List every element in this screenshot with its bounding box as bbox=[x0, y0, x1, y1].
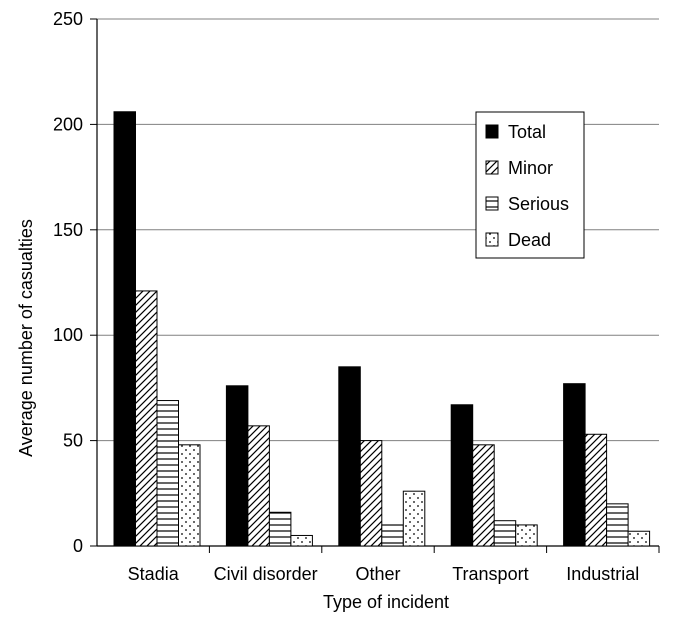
legend-swatch-serious bbox=[485, 196, 499, 211]
legend-label-total: Total bbox=[508, 122, 546, 142]
legend-swatch-total bbox=[485, 124, 499, 139]
legend: Total Minor Serious Dead bbox=[475, 111, 585, 259]
tick-labels: 0 50 100 150 200 250 Stadia Civil disorder Other… bbox=[53, 9, 639, 584]
bar-dead-transport bbox=[515, 524, 538, 547]
y-tick-label: 100 bbox=[53, 325, 83, 345]
y-tick-label: 200 bbox=[53, 114, 83, 134]
bar-total-transport bbox=[450, 404, 474, 547]
x-tick-label: Civil disorder bbox=[214, 564, 318, 584]
x-tick-label: Industrial bbox=[566, 564, 639, 584]
bar-serious-industrial bbox=[606, 503, 629, 547]
bar-total-stadia bbox=[113, 111, 136, 547]
bar-minor-other bbox=[359, 440, 383, 547]
legend-swatch-dead bbox=[485, 232, 499, 247]
bar-minor-transport bbox=[472, 444, 495, 547]
bar-minor-industrial bbox=[584, 433, 608, 547]
bar-total-civil-disorder bbox=[225, 385, 249, 547]
x-axis-label: Type of incident bbox=[323, 592, 449, 612]
bars bbox=[113, 111, 651, 547]
y-tick-label: 50 bbox=[63, 431, 83, 451]
bar-total-other bbox=[338, 366, 361, 547]
y-axis-label: Average number of casualties bbox=[16, 219, 36, 457]
x-tick-label: Other bbox=[355, 564, 400, 584]
x-tick-label: Transport bbox=[452, 564, 528, 584]
bar-serious-other bbox=[381, 524, 404, 547]
legend-swatch-minor bbox=[485, 160, 499, 175]
bar-minor-civil-disorder bbox=[247, 425, 270, 547]
bar-dead-stadia bbox=[178, 444, 201, 547]
y-tick-label: 250 bbox=[53, 9, 83, 29]
y-tick-label: 0 bbox=[73, 536, 83, 556]
bar-minor-stadia bbox=[135, 290, 158, 547]
legend-label-minor: Minor bbox=[508, 158, 553, 178]
bar-total-industrial bbox=[563, 383, 586, 547]
bar-dead-industrial bbox=[627, 530, 651, 547]
bar-serious-transport bbox=[493, 520, 517, 547]
y-tick-label: 150 bbox=[53, 220, 83, 240]
bar-dead-civil-disorder bbox=[290, 534, 313, 547]
legend-label-serious: Serious bbox=[508, 194, 569, 214]
bar-serious-civil-disorder bbox=[268, 511, 292, 547]
x-tick-label: Stadia bbox=[128, 564, 180, 584]
bar-dead-other bbox=[402, 490, 426, 547]
bar-serious-stadia bbox=[156, 400, 179, 547]
legend-label-dead: Dead bbox=[508, 230, 551, 250]
